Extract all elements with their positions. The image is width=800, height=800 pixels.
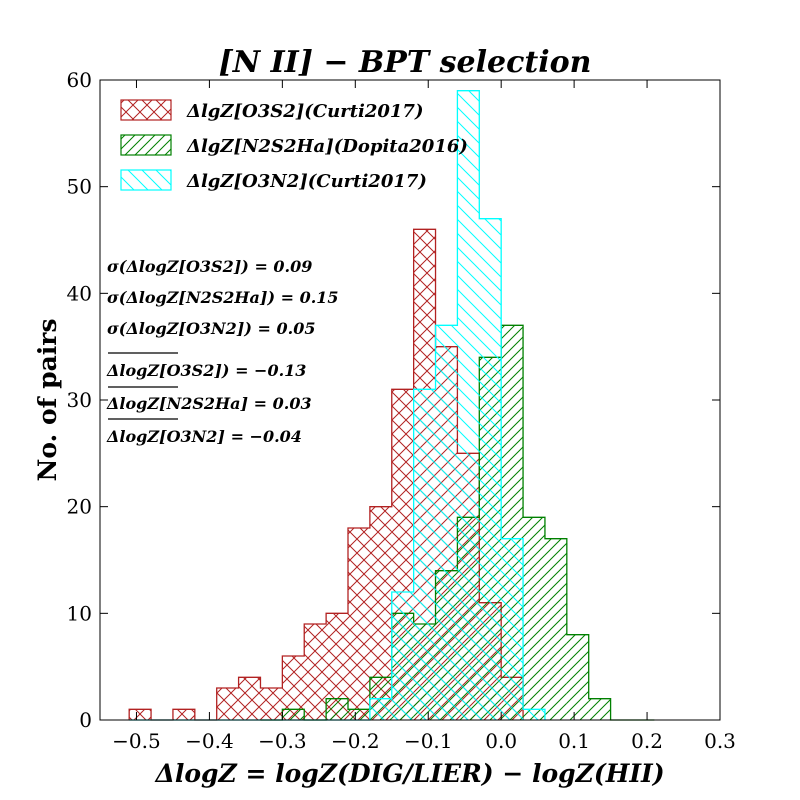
histogram-bar [260, 688, 283, 720]
histogram-bar [326, 613, 348, 720]
histogram-bar [457, 90, 480, 720]
x-axis-ticks: −0.5 −0.4 −0.3 −0.2 −0.1 0.0 0.1 0.2 0.3 [112, 80, 736, 753]
mean-n2s2ha-annotation: ΔlogZ[N2S2Ha] = 0.03 [106, 394, 312, 413]
statistics-annotations: σ(ΔlogZ[O3S2]) = 0.09 σ(ΔlogZ[N2S2Ha]) =… [106, 257, 339, 446]
histogram-bar [348, 528, 370, 720]
histogram-bar [435, 325, 458, 720]
histogram-bar [238, 677, 261, 720]
histogram-bar [523, 709, 545, 720]
histogram-bar [129, 709, 152, 720]
mean-o3s2-annotation: ΔlogZ[O3S2]) = −0.13 [106, 361, 306, 380]
x-tick-label: −0.1 [404, 729, 453, 753]
histogram-bar [391, 592, 414, 720]
sigma-o3s2-annotation: σ(ΔlogZ[O3S2]) = 0.09 [107, 257, 312, 276]
histogram-bar [216, 688, 239, 720]
legend-label-o3s2: ΔlgZ[O3S2](Curti2017) [186, 101, 423, 122]
x-tick-label: −0.2 [331, 729, 380, 753]
histogram-bar [304, 624, 327, 720]
histogram-bar [479, 218, 502, 720]
histogram-bar [172, 709, 195, 720]
x-tick-label: 0.3 [704, 729, 736, 753]
histogram-bar [523, 517, 545, 720]
histogram-bar [544, 538, 567, 720]
histogram-bar [566, 634, 589, 720]
x-tick-label: 0.1 [558, 729, 590, 753]
sigma-o3n2-annotation: σ(ΔlogZ[O3N2]) = 0.05 [107, 319, 315, 338]
legend-swatch-o3n2 [120, 169, 172, 191]
mean-o3n2-annotation: ΔlogZ[O3N2] = −0.04 [106, 427, 302, 446]
x-tick-label: 0.2 [631, 729, 663, 753]
x-tick-label: 0.0 [485, 729, 517, 753]
y-tick-label: 0 [79, 708, 92, 732]
x-tick-label: −0.5 [112, 729, 161, 753]
legend-label-n2s2ha: ΔlgZ[N2S2Ha](Dopita2016) [186, 136, 468, 157]
y-tick-label: 60 [67, 68, 92, 92]
y-tick-label: 20 [67, 495, 92, 519]
histogram-bar [588, 698, 611, 720]
y-tick-label: 10 [67, 601, 92, 625]
x-tick-label: −0.4 [185, 729, 234, 753]
y-axis-ticks: 0 10 20 30 40 50 60 [67, 68, 720, 732]
histogram-bar [501, 538, 524, 720]
histogram-series-2 [129, 90, 546, 721]
histogram-bar [369, 698, 392, 720]
histogram-bar [413, 389, 436, 720]
legend-label-o3n2: ΔlgZ[O3N2](Curti2017) [186, 171, 427, 192]
y-tick-label: 30 [67, 388, 92, 412]
x-axis-label: ΔlogZ = logZ(DIG/LIER) − logZ(HII) [153, 759, 664, 788]
legend-swatch-o3s2 [120, 99, 172, 121]
chart-title: [N II] − BPT selection [219, 45, 592, 80]
histogram-bar [369, 506, 392, 720]
x-tick-label: −0.3 [258, 729, 307, 753]
y-axis-label: No. of pairs [33, 318, 62, 481]
histogram-bar [326, 698, 348, 720]
histogram-bar [282, 709, 305, 720]
y-tick-label: 50 [67, 175, 92, 199]
legend: ΔlgZ[O3S2](Curti2017) ΔlgZ[N2S2Ha](Dopit… [120, 99, 468, 192]
histogram-bar [282, 656, 305, 720]
sigma-n2s2ha-annotation: σ(ΔlogZ[N2S2Ha]) = 0.15 [107, 288, 339, 307]
legend-swatch-n2s2ha [120, 134, 172, 156]
histogram-bars [128, 90, 655, 721]
y-tick-label: 40 [67, 281, 92, 305]
histogram-bar [348, 709, 370, 720]
